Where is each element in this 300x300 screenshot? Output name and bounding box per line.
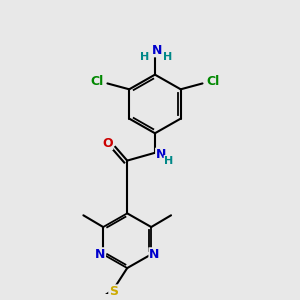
Text: Cl: Cl — [90, 75, 103, 88]
Text: S: S — [109, 285, 118, 298]
Text: Cl: Cl — [207, 75, 220, 88]
Text: H: H — [163, 52, 172, 62]
Text: N: N — [152, 44, 162, 57]
Text: N: N — [156, 148, 166, 161]
Text: O: O — [102, 136, 113, 149]
Text: H: H — [140, 52, 150, 62]
Text: N: N — [95, 248, 105, 261]
Text: N: N — [149, 248, 159, 261]
Text: H: H — [164, 156, 173, 166]
